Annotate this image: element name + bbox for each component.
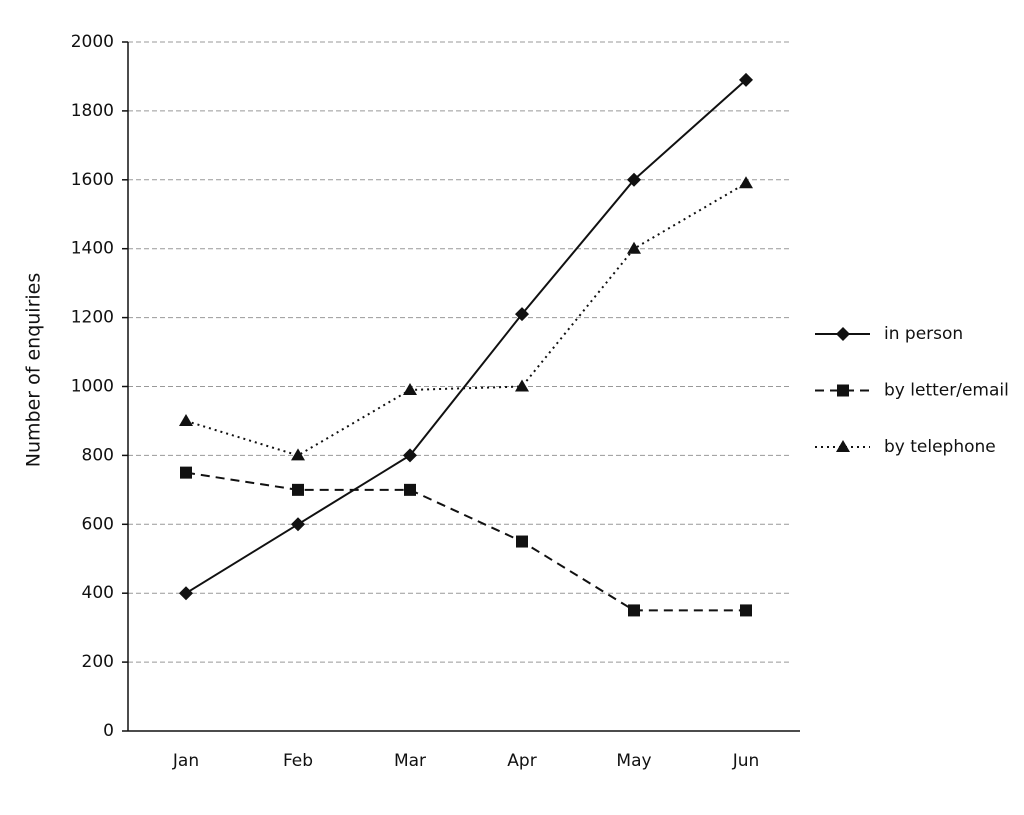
y-tick-label: 1800 [71, 101, 114, 121]
y-tick-label: 0 [103, 721, 114, 741]
marker [404, 483, 416, 496]
marker [739, 72, 753, 87]
legend-marker [837, 384, 849, 397]
y-tick-label: 600 [82, 514, 114, 534]
marker [291, 448, 305, 461]
x-tick-label: Jun [732, 751, 760, 771]
marker [515, 379, 529, 392]
legend-marker [836, 440, 850, 452]
marker [628, 604, 640, 617]
legend-label: by letter/email [884, 381, 1009, 401]
y-tick-label: 1000 [71, 377, 114, 397]
marker [403, 382, 417, 395]
y-tick-label: 1200 [71, 308, 114, 328]
marker [180, 466, 192, 479]
marker [291, 517, 305, 532]
marker [740, 604, 752, 617]
marker [627, 241, 641, 254]
y-tick-label: 2000 [71, 32, 114, 52]
marker [179, 413, 193, 426]
x-tick-label: Feb [283, 751, 313, 771]
y-tick-label: 200 [82, 652, 114, 672]
series-line [185, 79, 747, 595]
x-tick-label: Mar [394, 751, 426, 771]
marker [516, 535, 528, 548]
marker [739, 176, 753, 189]
marker [179, 586, 193, 601]
x-tick-label: May [616, 751, 651, 771]
series-line [185, 182, 747, 457]
legend-label: by telephone [884, 437, 996, 457]
marker [292, 483, 304, 496]
x-tick-label: Jan [172, 751, 199, 771]
legend-marker [836, 327, 850, 341]
marker [403, 448, 417, 463]
y-axis-label: Number of enquiries [23, 273, 45, 468]
y-tick-label: 1400 [71, 239, 114, 259]
y-tick-label: 1600 [71, 170, 114, 190]
x-tick-label: Apr [507, 751, 536, 771]
marker [627, 172, 641, 187]
series-line [185, 471, 746, 612]
y-tick-label: 400 [82, 583, 114, 603]
marker [515, 307, 529, 322]
y-tick-label: 800 [82, 445, 114, 465]
legend-label: in person [884, 324, 963, 344]
